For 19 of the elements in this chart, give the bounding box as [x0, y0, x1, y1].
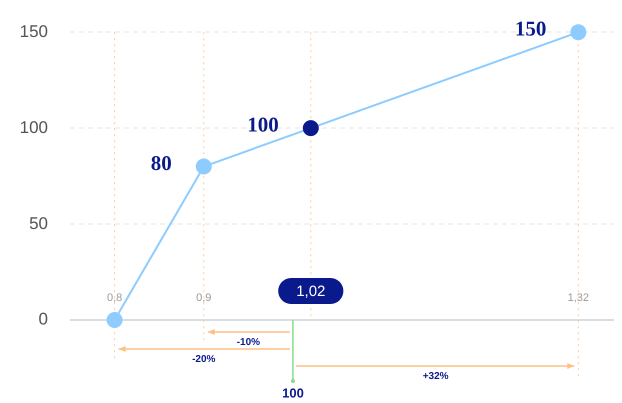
point [196, 158, 212, 175]
text: -10% [236, 336, 260, 348]
data-label: 80 [150, 150, 172, 175]
ref-line-label: 100 [282, 386, 304, 401]
data-label: 150 [514, 16, 546, 41]
x-tick-label: 0,8 [106, 292, 122, 304]
text: -20% [192, 354, 216, 365]
point [570, 24, 586, 40]
y-tick-label: 0 [38, 310, 48, 329]
point [302, 120, 319, 136]
data-label: 100 [247, 112, 279, 137]
y-tick-label: 150 [20, 22, 48, 41]
x-tick-label: 1,02 [296, 283, 326, 300]
point [106, 312, 123, 328]
y-tick-label: 100 [20, 118, 48, 137]
x-tick-label: 0,9 [196, 292, 212, 304]
y-tick-label: 50 [29, 214, 48, 233]
x-tick-label: 1,32 [568, 292, 590, 304]
text: +32% [422, 370, 449, 382]
